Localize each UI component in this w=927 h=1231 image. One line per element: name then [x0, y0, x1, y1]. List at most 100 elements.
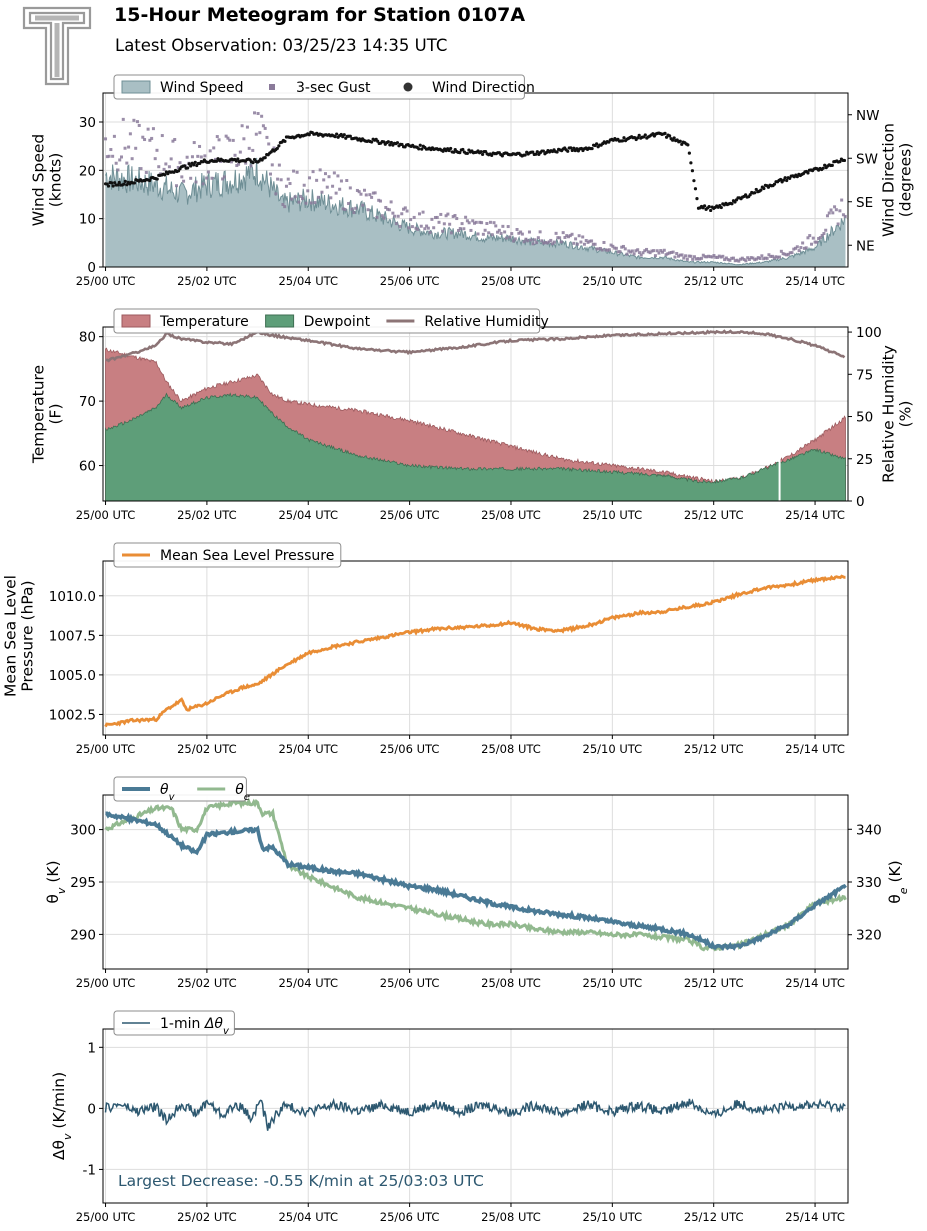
gust-point	[770, 254, 774, 258]
direction-point	[132, 181, 137, 185]
gust-point	[723, 258, 727, 262]
direction-point	[748, 193, 752, 197]
direction-point	[500, 154, 504, 158]
gust-point	[661, 250, 665, 254]
gust-point	[510, 232, 514, 236]
legend-swatch	[403, 82, 413, 92]
gust-point	[386, 207, 390, 211]
time-tick-label: 25/02 UTC	[177, 1210, 237, 1224]
gust-point	[666, 252, 670, 256]
axes-frame	[102, 560, 849, 736]
gust-point	[104, 137, 108, 141]
gust-point	[685, 257, 689, 261]
direction-point	[783, 176, 787, 180]
direction-point	[420, 147, 424, 151]
direction-point	[348, 134, 352, 138]
gust-point	[802, 246, 806, 250]
direction-point	[534, 152, 538, 156]
gust-point	[591, 242, 595, 246]
time-tick-label: 25/08 UTC	[481, 508, 541, 522]
gust-point	[409, 218, 413, 222]
gust-point	[284, 184, 288, 188]
gust-point	[127, 145, 131, 149]
gust-point	[621, 244, 625, 248]
gust-point	[561, 231, 565, 235]
y-axis-label: (F)	[47, 403, 65, 424]
direction-point	[106, 184, 111, 188]
gust-point	[494, 224, 498, 228]
gust-point	[485, 221, 489, 225]
gust-point	[620, 245, 624, 249]
gust-point	[274, 192, 278, 196]
gust-point	[646, 250, 650, 254]
legend-label: Mean Sea Level Pressure	[160, 548, 334, 564]
gust-point	[444, 214, 448, 218]
gust-point	[412, 215, 416, 219]
y-tick-label: 1005.0	[49, 668, 96, 684]
gust-point	[302, 183, 306, 187]
gust-point	[829, 208, 833, 212]
direction-point	[535, 150, 539, 154]
gust-point	[556, 236, 560, 240]
time-tick-label: 25/00 UTC	[76, 274, 136, 288]
time-tick-label: 25/04 UTC	[278, 742, 338, 756]
gust-point	[132, 118, 136, 122]
right-tick-label: 50	[856, 410, 873, 426]
time-tick-label: 25/04 UTC	[278, 508, 338, 522]
gust-point	[359, 192, 363, 196]
gust-point	[403, 206, 407, 210]
gust-point	[707, 254, 711, 258]
gust-point	[171, 139, 175, 143]
gust-point	[602, 240, 606, 244]
time-tick-label: 25/14 UTC	[785, 274, 845, 288]
y-tick-label: 10	[79, 212, 96, 228]
gust-point	[286, 177, 290, 181]
y-axis-label: Wind Speed	[30, 134, 48, 226]
gust-point	[639, 253, 643, 257]
gust-point	[636, 248, 640, 252]
gust-point	[607, 248, 611, 252]
gust-point	[614, 246, 618, 250]
gust-point	[552, 240, 556, 244]
gust-point	[343, 207, 347, 211]
gust-point	[222, 175, 226, 179]
gust-point	[134, 146, 138, 150]
gust-point	[476, 232, 480, 236]
gust-point	[325, 185, 329, 189]
legend-box	[113, 308, 541, 334]
legend-swatch	[269, 84, 275, 90]
direction-point	[382, 140, 386, 144]
direction-point	[441, 149, 445, 153]
direction-point	[637, 133, 641, 137]
gust-point	[755, 257, 759, 261]
time-tick-label: 25/10 UTC	[583, 742, 643, 756]
gust-point	[691, 257, 695, 261]
gust-point	[735, 258, 739, 262]
gust-point	[551, 242, 555, 246]
gust-point	[742, 258, 746, 262]
direction-point	[572, 146, 576, 150]
gust-point	[244, 161, 248, 165]
gust-point	[292, 169, 296, 173]
time-tick-label: 25/06 UTC	[380, 742, 440, 756]
gust-point	[331, 184, 335, 188]
gust-point	[297, 200, 301, 204]
right-tick-label: 320	[856, 928, 882, 944]
gust-point	[570, 232, 574, 236]
legend-label: θv	[160, 782, 176, 803]
gust-point	[769, 254, 773, 258]
time-tick-label: 25/02 UTC	[177, 976, 237, 990]
gust-point	[565, 234, 569, 238]
gust-point	[817, 236, 821, 240]
gust-point	[318, 168, 322, 172]
direction-point	[186, 166, 190, 170]
gust-point	[263, 126, 267, 130]
gust-point	[728, 258, 732, 262]
gust-point	[182, 179, 186, 183]
direction-point	[307, 133, 311, 137]
direction-point	[335, 132, 339, 136]
gust-point	[442, 222, 446, 226]
gust-point	[710, 255, 714, 259]
direction-point	[762, 186, 766, 191]
gust-point	[598, 246, 602, 250]
